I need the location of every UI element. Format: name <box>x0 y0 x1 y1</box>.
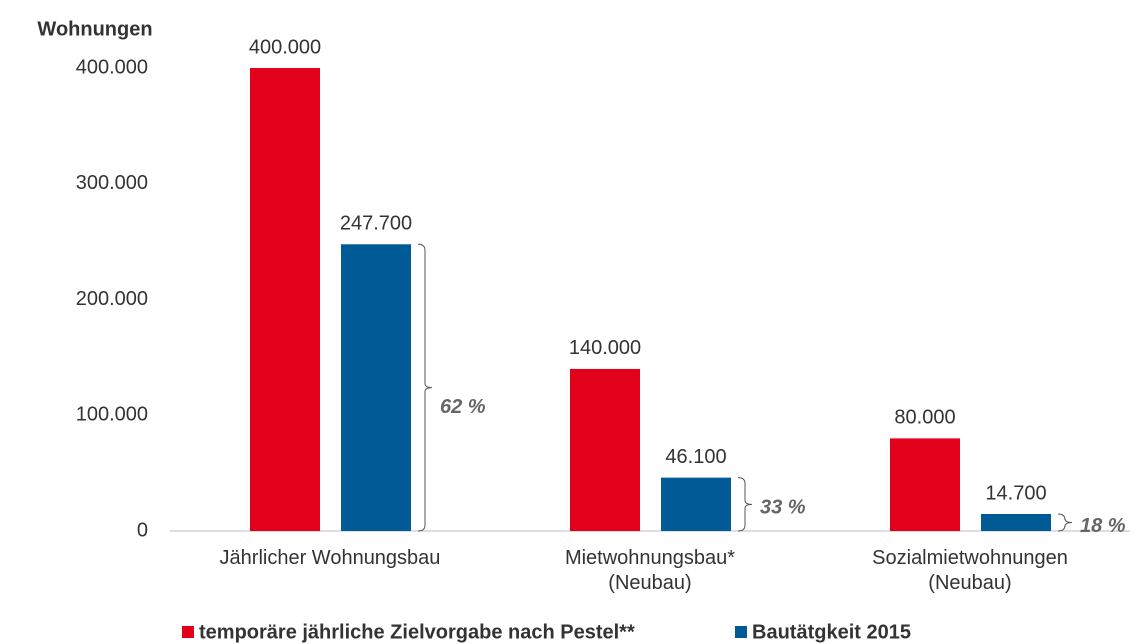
x-tick-label: Jährlicher Wohnungsbau <box>219 547 441 569</box>
annotation: 62 % <box>440 396 486 418</box>
y-tick-label: 400.000 <box>76 56 148 78</box>
data-label: 80.000 <box>894 407 955 429</box>
data-label: 247.700 <box>340 213 412 235</box>
bar <box>661 477 731 531</box>
y-axis-label: Wohnungen <box>37 18 152 40</box>
y-tick-label: 300.000 <box>76 172 148 194</box>
bar <box>570 368 640 531</box>
data-label: 46.100 <box>665 446 726 468</box>
bracket <box>1057 513 1073 532</box>
bracket <box>417 243 433 532</box>
bracket <box>737 477 753 532</box>
bar <box>981 513 1051 531</box>
legend-swatch <box>735 626 747 638</box>
bar <box>250 68 320 531</box>
data-label: 140.000 <box>569 337 641 359</box>
bar <box>341 244 411 532</box>
y-tick-label: 100.000 <box>76 404 148 426</box>
y-tick-label: 200.000 <box>76 288 148 310</box>
y-tick-label: 0 <box>137 519 148 541</box>
legend-label: Bautätgkeit 2015 <box>752 621 911 643</box>
data-label: 14.700 <box>985 482 1046 504</box>
legend-swatch <box>182 626 194 638</box>
annotation: 33 % <box>760 497 806 519</box>
x-tick-label: Sozialmietwohnungen (Neubau) <box>872 547 1068 594</box>
annotation: 18 % <box>1080 515 1126 537</box>
legend-label: temporäre jährliche Zielvorgabe nach Pes… <box>199 621 635 643</box>
data-label: 400.000 <box>249 36 321 58</box>
bar <box>890 438 960 531</box>
x-tick-label: Mietwohnungsbau* (Neubau) <box>564 547 736 594</box>
